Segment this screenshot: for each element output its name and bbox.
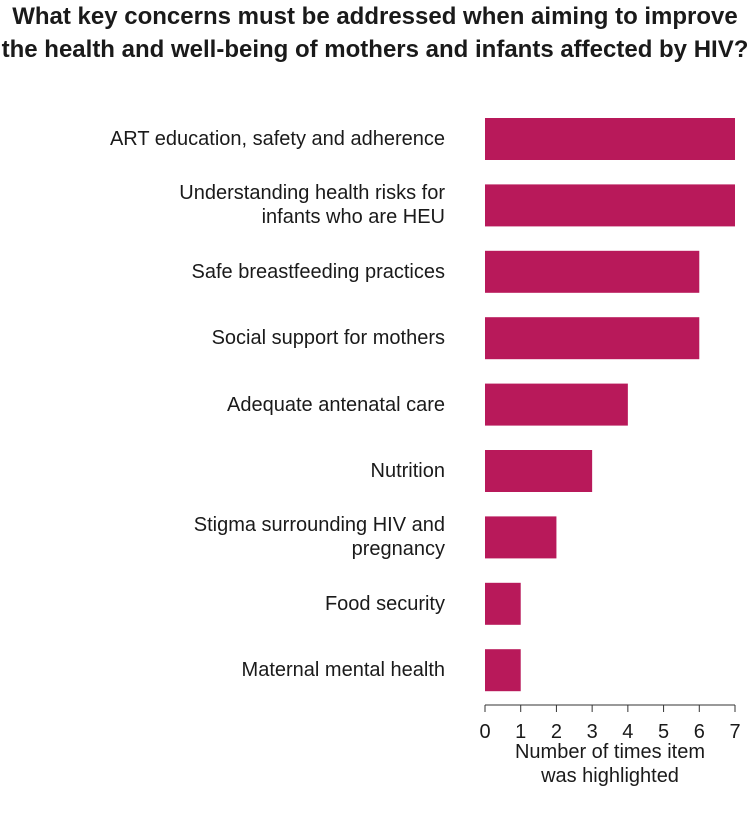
y-tick-label: Social support for mothers — [211, 327, 445, 350]
y-tick-label: Nutrition — [370, 460, 445, 482]
bar — [485, 317, 700, 360]
x-axis-label: Number of times item was highlighted — [514, 741, 706, 787]
y-tick-label: ART education, safety and adherence — [109, 128, 445, 150]
x-tick-label: 5 — [658, 721, 670, 743]
bar — [485, 450, 593, 492]
x-tick-label: 0 — [479, 721, 491, 743]
y-tick-label: Maternal mental health — [241, 659, 445, 682]
y-tick-label: Stigma surrounding HIV and pregnancy — [193, 514, 445, 561]
y-tick-label: Understanding health risks for infants w… — [179, 182, 445, 229]
y-tick-label: Safe breastfeeding practices — [191, 260, 446, 283]
x-tick-label: 6 — [693, 721, 705, 743]
bar — [485, 582, 521, 625]
bar — [485, 184, 735, 227]
y-tick-label: Adequate antenatal care — [227, 393, 445, 416]
x-tick-label: 1 — [515, 721, 527, 743]
x-tick-label: 3 — [586, 721, 598, 743]
x-tick-label: 4 — [622, 721, 634, 743]
bar — [485, 383, 628, 426]
bar — [485, 516, 557, 559]
bar — [485, 250, 700, 293]
x-tick-label: 2 — [550, 721, 562, 743]
y-tick-label: Food security — [324, 592, 445, 615]
x-tick-label: 7 — [729, 721, 741, 743]
bar — [485, 118, 735, 160]
bar — [485, 649, 521, 692]
chart-title: What key concerns must be addressed when… — [1, 3, 749, 63]
